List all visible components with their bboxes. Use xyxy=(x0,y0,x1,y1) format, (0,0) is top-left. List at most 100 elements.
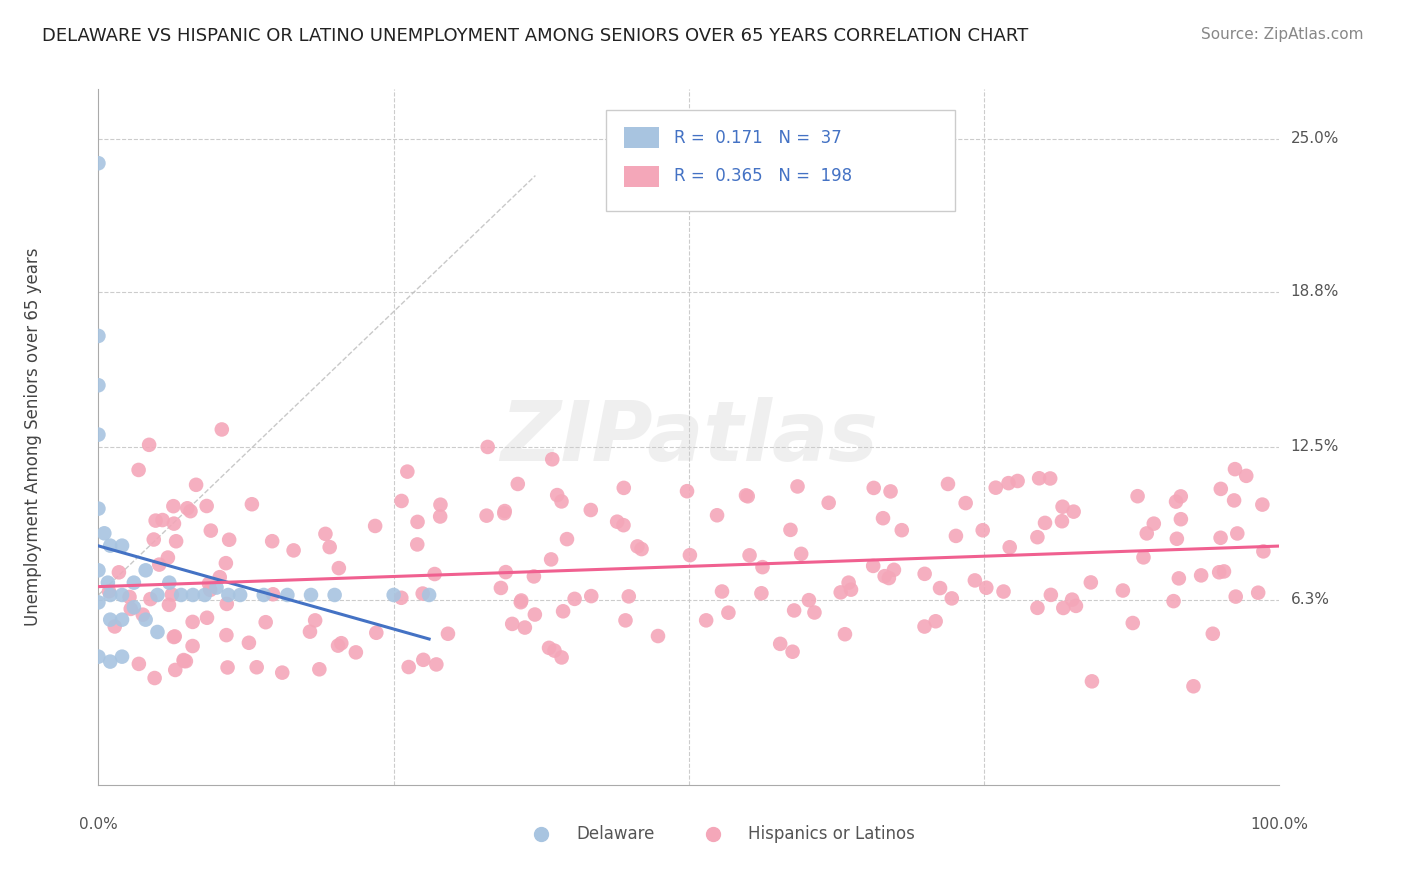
Point xyxy=(706,508,728,523)
Point xyxy=(546,488,568,502)
Text: R =  0.365   N =  198: R = 0.365 N = 198 xyxy=(673,167,852,186)
Point xyxy=(173,654,195,668)
Point xyxy=(142,533,165,547)
Point xyxy=(997,476,1019,491)
Point xyxy=(606,515,628,529)
Point xyxy=(128,657,150,671)
Text: DELAWARE VS HISPANIC OR LATINO UNEMPLOYMENT AMONG SENIORS OVER 65 YEARS CORRELAT: DELAWARE VS HISPANIC OR LATINO UNEMPLOYM… xyxy=(42,27,1028,45)
Point xyxy=(564,591,586,606)
Point xyxy=(215,628,238,642)
Point xyxy=(914,566,936,581)
Point xyxy=(614,613,637,627)
Point xyxy=(501,616,523,631)
Point xyxy=(165,534,187,549)
Point xyxy=(218,533,240,547)
Text: Hispanics or Latinos: Hispanics or Latinos xyxy=(748,825,915,843)
Point xyxy=(872,511,894,525)
Point xyxy=(877,571,900,585)
Point xyxy=(817,496,839,510)
Point xyxy=(344,645,367,659)
Point xyxy=(1050,514,1073,528)
Point xyxy=(1039,588,1062,602)
Point xyxy=(162,499,184,513)
Point xyxy=(93,526,115,541)
Point xyxy=(647,629,669,643)
Point xyxy=(475,508,498,523)
Point xyxy=(551,604,574,618)
Point xyxy=(238,636,260,650)
Text: ZIPatlas: ZIPatlas xyxy=(501,397,877,477)
Point xyxy=(146,625,169,640)
Point xyxy=(229,588,252,602)
Point xyxy=(146,588,169,602)
Point xyxy=(87,595,110,609)
Point xyxy=(523,607,546,622)
Point xyxy=(120,602,142,616)
Point xyxy=(364,519,387,533)
Point xyxy=(1164,494,1187,508)
Point xyxy=(429,498,451,512)
Point xyxy=(945,529,967,543)
Point xyxy=(437,626,460,640)
Point xyxy=(205,581,228,595)
Point xyxy=(389,591,412,605)
Point xyxy=(406,537,429,551)
Point xyxy=(612,518,634,533)
Point xyxy=(195,499,218,513)
Point xyxy=(104,619,127,633)
Point xyxy=(1182,679,1205,693)
Point xyxy=(174,654,197,668)
Point xyxy=(157,598,180,612)
Point xyxy=(111,613,134,627)
Point xyxy=(98,539,121,553)
Point xyxy=(751,586,773,600)
Point xyxy=(1234,468,1257,483)
Text: 0.0%: 0.0% xyxy=(79,817,118,832)
Point xyxy=(271,665,294,680)
Point xyxy=(1208,566,1230,580)
Point xyxy=(1189,568,1212,582)
Point xyxy=(87,329,110,343)
Point xyxy=(429,509,451,524)
Point xyxy=(87,427,110,442)
Point xyxy=(550,650,572,665)
Point xyxy=(97,575,120,590)
Point xyxy=(717,606,740,620)
Point xyxy=(540,552,562,566)
Point xyxy=(181,588,204,602)
Point xyxy=(1026,530,1049,544)
Point xyxy=(890,523,912,537)
Point xyxy=(298,624,321,639)
Point xyxy=(139,592,162,607)
Point xyxy=(797,593,820,607)
Point xyxy=(1122,615,1144,630)
Point xyxy=(87,156,110,170)
Point xyxy=(165,663,187,677)
Point xyxy=(936,477,959,491)
Point xyxy=(425,657,447,672)
Point xyxy=(974,581,997,595)
Point xyxy=(304,613,326,627)
Point xyxy=(513,621,536,635)
Point xyxy=(1063,505,1085,519)
Point xyxy=(1213,565,1236,579)
Point xyxy=(152,513,174,527)
Point xyxy=(1225,590,1247,604)
Point xyxy=(1126,489,1149,503)
Point xyxy=(737,489,759,503)
Point xyxy=(98,588,121,602)
FancyBboxPatch shape xyxy=(606,110,955,211)
Point xyxy=(318,540,340,554)
Point xyxy=(194,588,217,602)
Point xyxy=(179,504,201,518)
Point xyxy=(111,649,134,664)
Text: 100.0%: 100.0% xyxy=(1250,817,1309,832)
Point xyxy=(308,662,330,676)
Point xyxy=(830,585,852,599)
Point xyxy=(1028,471,1050,485)
Point xyxy=(769,637,792,651)
Point xyxy=(1166,532,1188,546)
Point xyxy=(412,653,434,667)
Point xyxy=(208,570,231,584)
Point xyxy=(323,588,346,602)
